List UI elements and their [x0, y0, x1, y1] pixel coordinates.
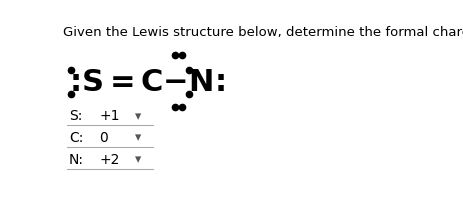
Text: N:: N: — [69, 152, 84, 166]
Text: S:: S: — [69, 109, 82, 123]
Text: 0: 0 — [99, 130, 108, 144]
Text: +2: +2 — [99, 152, 119, 166]
Text: :S$\mathbf{=}$C$\mathbf{-}$N:: :S$\mathbf{=}$C$\mathbf{-}$N: — [69, 68, 224, 97]
Text: ▾: ▾ — [135, 109, 141, 122]
Text: ▾: ▾ — [135, 152, 141, 165]
Text: Given the Lewis structure below, determine the formal charge for each atom in SC: Given the Lewis structure below, determi… — [63, 26, 463, 39]
Text: C:: C: — [69, 130, 83, 144]
Text: ▾: ▾ — [135, 131, 141, 144]
Text: +1: +1 — [99, 109, 119, 123]
